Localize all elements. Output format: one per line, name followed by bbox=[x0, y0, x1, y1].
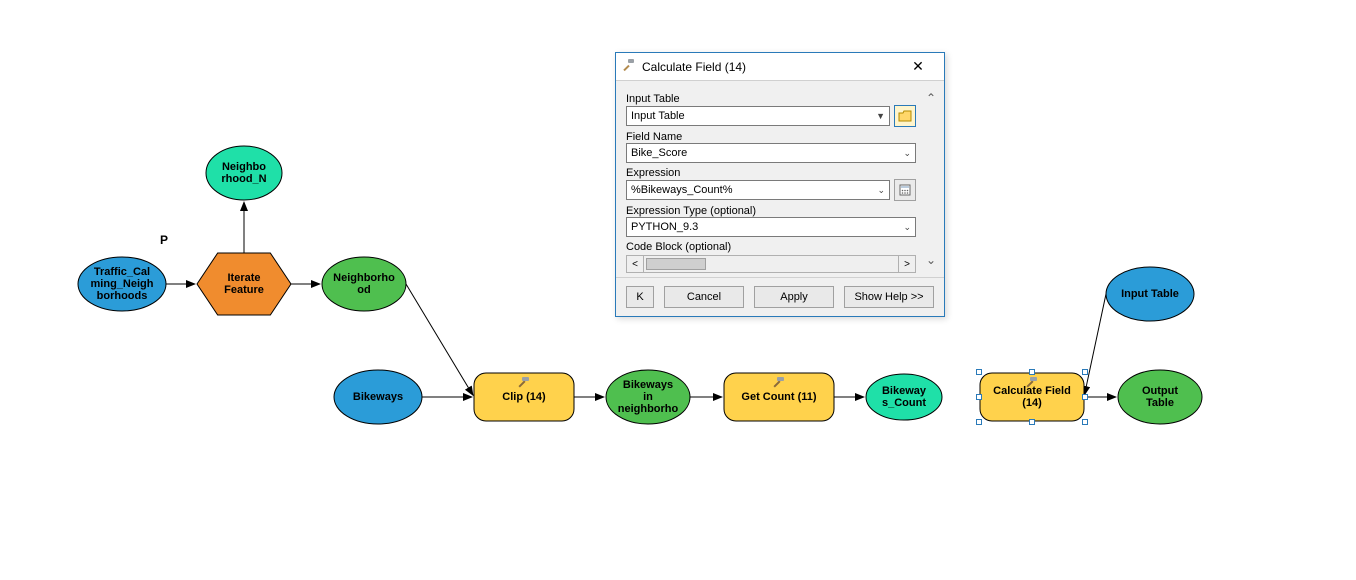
horizontal-scrollbar[interactable]: < > bbox=[626, 255, 916, 273]
node-neighborhood[interactable] bbox=[322, 257, 406, 311]
expression-combo[interactable]: %Bikeways_Count% ⌄ bbox=[626, 180, 890, 200]
node-bikeways[interactable] bbox=[334, 370, 422, 424]
chevron-down-icon: ⌄ bbox=[903, 148, 911, 159]
parameter-indicator: P bbox=[160, 233, 168, 247]
cancel-button[interactable]: Cancel bbox=[664, 286, 744, 308]
calculate-field-dialog: Calculate Field (14) ✕ Input Table Input… bbox=[615, 52, 945, 317]
node-output_table[interactable] bbox=[1118, 370, 1202, 424]
selection-handle[interactable] bbox=[1082, 369, 1088, 375]
node-neigh_n[interactable] bbox=[206, 146, 282, 200]
input-table-label: Input Table bbox=[626, 93, 916, 105]
ok-button[interactable]: K bbox=[626, 286, 654, 308]
browse-button[interactable] bbox=[894, 105, 916, 127]
expression-type-combo[interactable]: PYTHON_9.3 ⌄ bbox=[626, 217, 916, 237]
expression-label: Expression bbox=[626, 167, 916, 179]
vertical-scrollbar[interactable]: ⌃ ⌄ bbox=[922, 89, 940, 269]
node-iterate[interactable] bbox=[197, 253, 291, 315]
selection-handle[interactable] bbox=[1082, 419, 1088, 425]
scroll-down-icon[interactable]: ⌄ bbox=[922, 251, 940, 269]
scroll-thumb[interactable] bbox=[646, 258, 706, 270]
node-bike_count[interactable] bbox=[866, 374, 942, 420]
field-name-value: Bike_Score bbox=[631, 147, 687, 159]
dialog-body: Input Table Input Table ▼ Field Name Bik… bbox=[616, 81, 944, 277]
hammer-icon bbox=[622, 58, 636, 75]
scroll-up-icon[interactable]: ⌃ bbox=[922, 89, 940, 107]
chevron-down-icon: ▼ bbox=[876, 111, 885, 121]
expression-type-value: PYTHON_9.3 bbox=[631, 221, 698, 233]
input-table-combo[interactable]: Input Table ▼ bbox=[626, 106, 890, 126]
expression-type-label: Expression Type (optional) bbox=[626, 205, 916, 217]
node-input_table[interactable] bbox=[1106, 267, 1194, 321]
scroll-left-icon[interactable]: < bbox=[626, 255, 644, 273]
dialog-button-row: K Cancel Apply Show Help >> bbox=[616, 277, 944, 316]
node-traffic[interactable] bbox=[78, 257, 166, 311]
dialog-titlebar[interactable]: Calculate Field (14) ✕ bbox=[616, 53, 944, 81]
show-help-button[interactable]: Show Help >> bbox=[844, 286, 934, 308]
calculator-button[interactable] bbox=[894, 179, 916, 201]
selection-handle[interactable] bbox=[1029, 369, 1035, 375]
field-name-label: Field Name bbox=[626, 131, 916, 143]
selection-handle[interactable] bbox=[1082, 394, 1088, 400]
input-table-value: Input Table bbox=[631, 110, 685, 122]
code-block-label: Code Block (optional) bbox=[626, 241, 916, 253]
scroll-right-icon[interactable]: > bbox=[898, 255, 916, 273]
dialog-title: Calculate Field (14) bbox=[642, 60, 898, 74]
expression-value: %Bikeways_Count% bbox=[631, 184, 733, 196]
selection-handle[interactable] bbox=[976, 394, 982, 400]
chevron-down-icon: ⌄ bbox=[903, 222, 911, 233]
node-bike_in_neigh[interactable] bbox=[606, 370, 690, 424]
close-icon[interactable]: ✕ bbox=[898, 58, 938, 75]
scroll-track[interactable] bbox=[644, 255, 898, 273]
apply-button[interactable]: Apply bbox=[754, 286, 834, 308]
field-name-combo[interactable]: Bike_Score ⌄ bbox=[626, 143, 916, 163]
chevron-down-icon: ⌄ bbox=[877, 185, 885, 196]
selection-handle[interactable] bbox=[976, 419, 982, 425]
selection-handle[interactable] bbox=[976, 369, 982, 375]
connector[interactable] bbox=[406, 284, 473, 395]
connector[interactable] bbox=[1084, 294, 1106, 395]
selection-handle[interactable] bbox=[1029, 419, 1035, 425]
